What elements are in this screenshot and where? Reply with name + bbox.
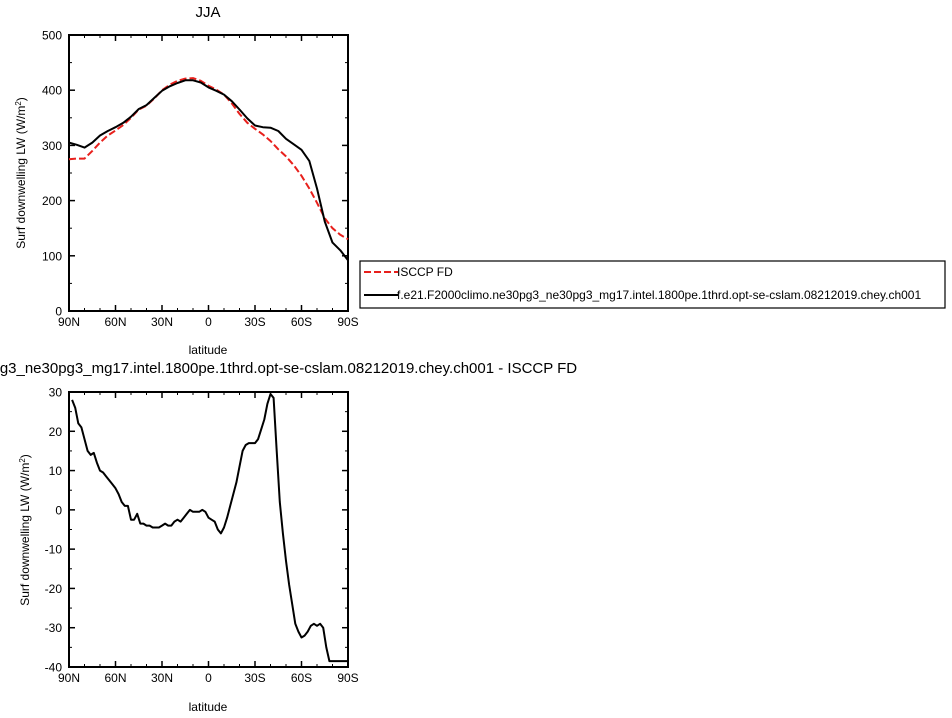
series-group [71, 393, 348, 663]
x-tick-label: 90N [58, 315, 80, 329]
y-axis-label: Surf downwelling LW (W/m2) [18, 454, 32, 606]
y-tick-label: 200 [42, 194, 62, 208]
chart-title: f.e21.F2000climo.ne30pg3_ne30pg3_mg17.in… [0, 360, 577, 377]
y-tick-label: 10 [49, 464, 63, 478]
x-tick-label: 60N [104, 671, 126, 685]
x-axis: 90N 60N 30N 0 30S 60S 90S [58, 35, 359, 329]
y-axis: -40 -30 -20 -10 0 10 20 30 [45, 386, 348, 675]
legend: ISCCP FD f.e21.F2000climo.ne30pg3_ne30pg… [359, 260, 946, 309]
x-tick-label: 90N [58, 671, 80, 685]
legend-entry-model: f.e21.F2000climo.ne30pg3_ne30pg3_mg17.in… [397, 288, 921, 302]
legend-entry-isccp: ISCCP FD [397, 265, 453, 279]
x-tick-label: 30N [151, 671, 173, 685]
x-axis-label: latitude [189, 700, 228, 714]
x-tick-label: 0 [205, 671, 212, 685]
y-tick-label: 0 [55, 503, 62, 517]
series-line-1 [68, 77, 349, 241]
x-tick-label: 60S [291, 671, 312, 685]
y-tick-label: 30 [49, 386, 63, 400]
x-axis-label: latitude [189, 343, 228, 357]
series-line-2 [68, 79, 349, 261]
x-tick-label: 0 [205, 315, 212, 329]
legend-box [359, 260, 946, 309]
y-tick-label: 20 [49, 425, 63, 439]
x-tick-label: 60N [104, 315, 126, 329]
series-group [68, 77, 349, 261]
series-line-1 [71, 393, 348, 663]
x-tick-label: 90S [337, 671, 358, 685]
y-tick-label: -40 [45, 661, 63, 675]
x-axis: 90N 60N 30N 0 30S 60S 90S [58, 392, 359, 685]
x-tick-label: 30S [244, 315, 265, 329]
plot-frame [68, 34, 349, 312]
x-tick-label: 60S [291, 315, 312, 329]
y-axis: 0 100 200 300 400 500 [42, 29, 348, 319]
y-axis-label: Surf downwelling LW (W/m2) [14, 97, 28, 249]
x-tick-label: 90S [337, 315, 358, 329]
y-tick-label: -10 [45, 543, 63, 557]
y-tick-label: 500 [42, 29, 62, 43]
chart-panel-bottom: f.e21.F2000climo.ne30pg3_ne30pg3_mg17.in… [0, 360, 577, 714]
plot-frame [68, 391, 349, 668]
y-tick-label: 100 [42, 249, 62, 263]
chart-title: JJA [195, 4, 220, 21]
y-tick-label: 0 [55, 305, 62, 319]
y-tick-label: 400 [42, 84, 62, 98]
chart-panel-top: JJA 0 100 200 300 400 500 90N 60N 30N 0 30S 60S 90S… [14, 4, 946, 357]
x-tick-label: 30N [151, 315, 173, 329]
x-tick-label: 30S [244, 671, 265, 685]
y-tick-label: -30 [45, 621, 63, 635]
y-tick-label: -20 [45, 582, 63, 596]
y-tick-label: 300 [42, 139, 62, 153]
